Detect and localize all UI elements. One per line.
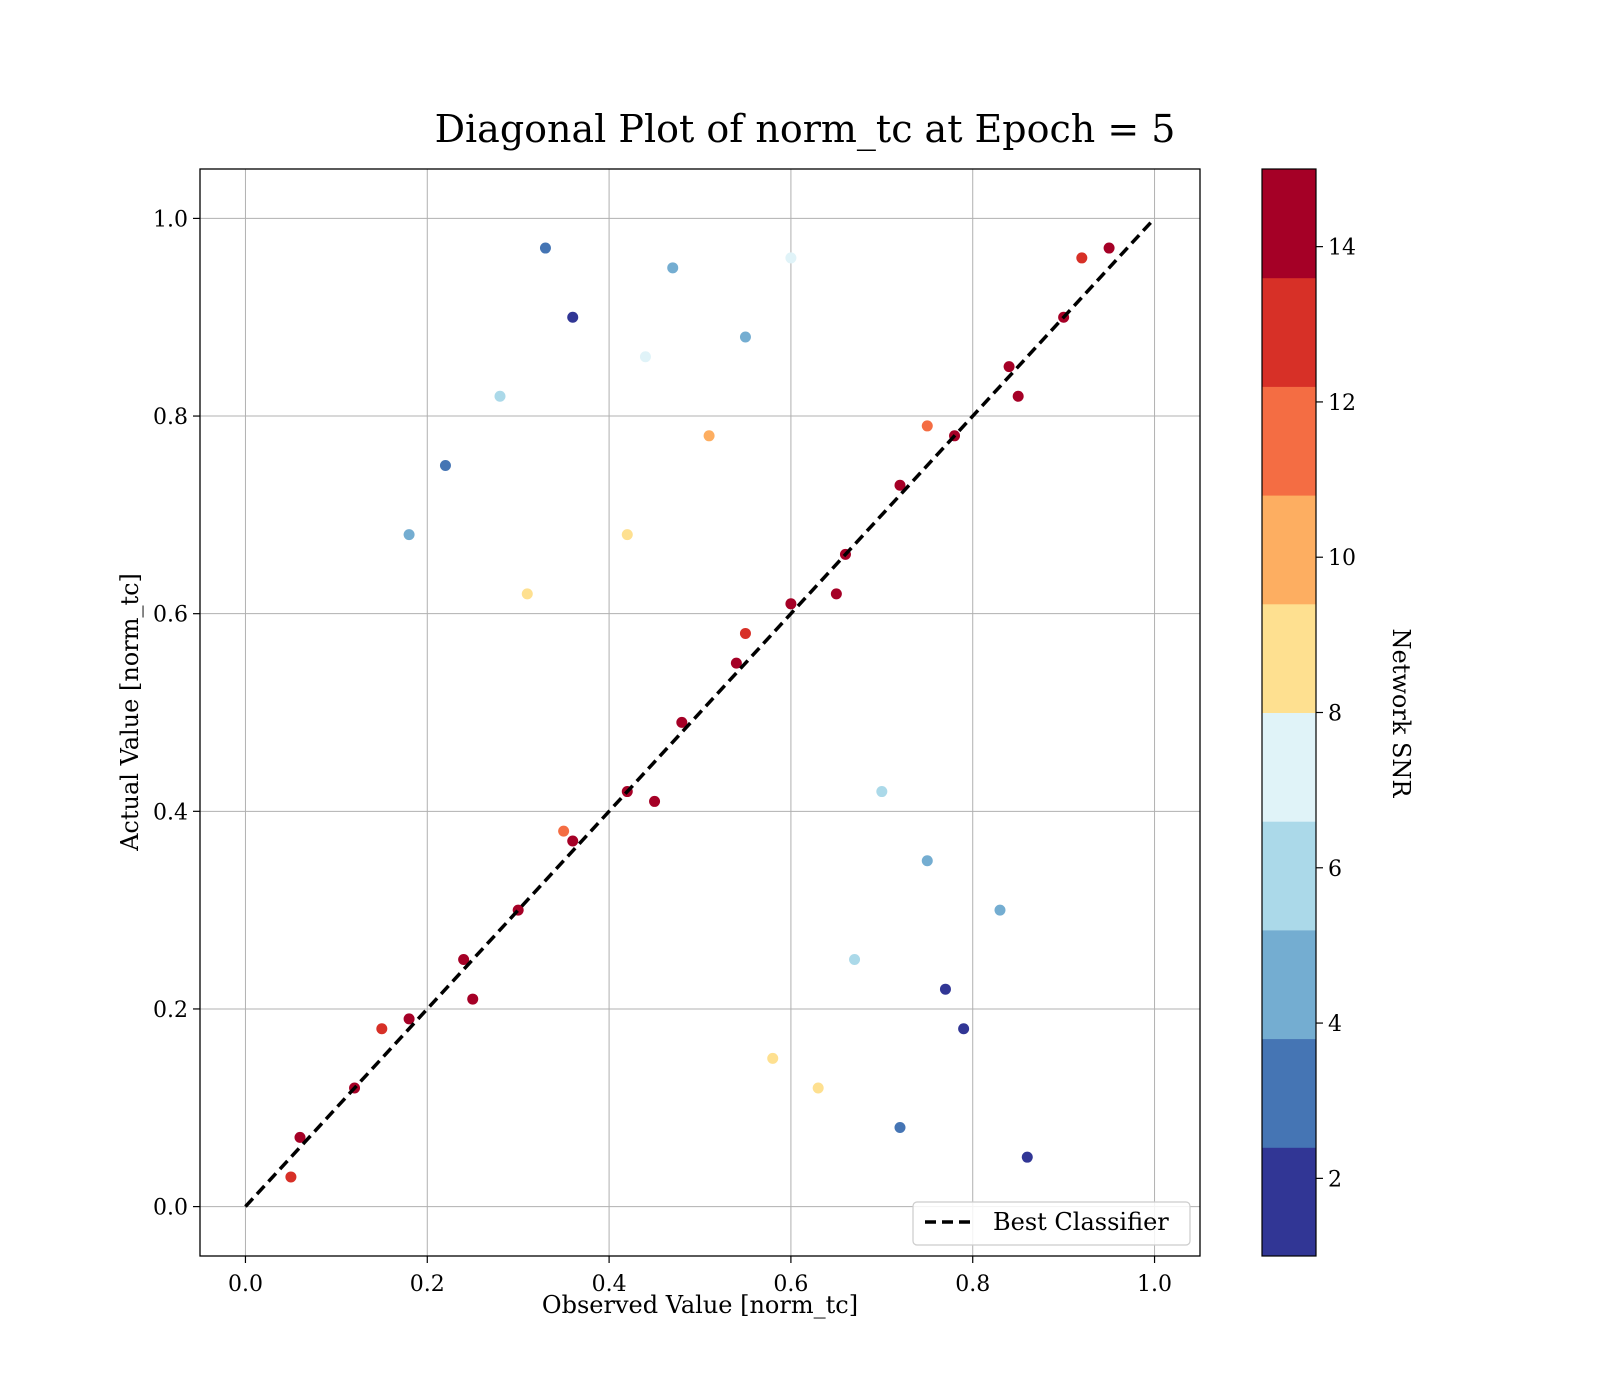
scatter-point xyxy=(676,716,688,728)
scatter-point xyxy=(558,825,570,837)
colorbar-segment xyxy=(1262,1038,1316,1148)
scatter-point xyxy=(1003,361,1015,373)
grid-lines xyxy=(200,169,1200,1256)
colorbar-tick-label: 10 xyxy=(1328,546,1356,571)
y-axis-label: Actual Value [norm_tc] xyxy=(116,573,144,852)
colorbar-segment xyxy=(1262,169,1316,279)
scatter-point xyxy=(785,252,797,264)
scatter-point xyxy=(1076,252,1088,264)
colorbar-tick-label: 8 xyxy=(1328,702,1342,727)
colorbar-segment xyxy=(1262,603,1316,713)
scatter-point xyxy=(667,262,679,274)
colorbar-segment xyxy=(1262,712,1316,822)
x-tick-label: 0.4 xyxy=(592,1272,627,1297)
scatter-point xyxy=(894,479,906,491)
colorbar-segment xyxy=(1262,495,1316,605)
colorbar-tick-label: 2 xyxy=(1328,1167,1342,1192)
x-tick-label: 0.8 xyxy=(955,1272,990,1297)
scatter-point xyxy=(1103,242,1115,254)
colorbar-segment xyxy=(1262,386,1316,496)
scatter-point xyxy=(494,390,506,402)
y-axis-ticks: 0.0 0.2 0.4 0.6 0.8 1.0 xyxy=(153,207,200,1221)
x-axis-label: Observed Value [norm_tc] xyxy=(542,1291,858,1319)
x-tick-label: 0.0 xyxy=(228,1272,263,1297)
scatter-point xyxy=(894,1122,906,1134)
scatter-point xyxy=(785,598,797,610)
colorbar-tick-label: 14 xyxy=(1328,236,1356,261)
y-tick-label: 0.2 xyxy=(153,998,188,1023)
y-tick-label: 1.0 xyxy=(153,207,188,232)
colorbar xyxy=(1261,168,1317,1257)
scatter-point xyxy=(467,993,479,1005)
legend-entry-best-classifier: Best Classifier xyxy=(993,1208,1169,1236)
scatter-point xyxy=(1021,1151,1033,1163)
y-tick-label: 0.0 xyxy=(153,1196,188,1221)
colorbar-label: Network SNR xyxy=(1387,629,1415,799)
scatter-point xyxy=(1012,390,1024,402)
scatter-point xyxy=(294,1131,306,1143)
scatter-point xyxy=(439,459,451,471)
best-classifier-line xyxy=(244,217,1156,1208)
scatter-point xyxy=(921,420,933,432)
scatter-point xyxy=(285,1171,297,1183)
scatter-point xyxy=(376,1023,388,1035)
scatter-point xyxy=(567,835,579,847)
scatter-point xyxy=(830,588,842,600)
scatter-point xyxy=(403,1013,415,1025)
colorbar-segment xyxy=(1262,277,1316,387)
scatter-point xyxy=(876,786,888,798)
colorbar-ticks: 2 4 6 8 10 12 14 xyxy=(1316,236,1356,1192)
x-tick-label: 0.2 xyxy=(410,1272,445,1297)
scatter-point xyxy=(739,331,751,343)
scatter-point xyxy=(458,954,470,966)
plot-area-frame xyxy=(199,168,1201,1257)
x-axis-ticks: 0.0 0.2 0.4 0.6 0.8 1.0 xyxy=(228,1256,1172,1297)
scatter-point xyxy=(939,983,951,995)
scatter-point xyxy=(403,529,415,541)
scatter-point xyxy=(812,1082,824,1094)
legend-box: Best Classifier xyxy=(912,1201,1191,1246)
y-tick-label: 0.8 xyxy=(153,405,188,430)
colorbar-segment xyxy=(1262,1147,1316,1257)
scatter-point xyxy=(703,430,715,442)
scatter-point xyxy=(767,1052,779,1064)
scatter-point xyxy=(521,588,533,600)
colorbar-tick-label: 4 xyxy=(1328,1012,1342,1037)
reference-line-group xyxy=(244,217,1156,1208)
y-tick-label: 0.4 xyxy=(153,800,188,825)
colorbar-segment xyxy=(1262,929,1316,1040)
x-tick-label: 1.0 xyxy=(1137,1272,1172,1297)
colorbar-tick-label: 12 xyxy=(1328,391,1356,416)
scatter-point xyxy=(994,904,1006,916)
scatter-point xyxy=(539,242,551,254)
scatter-point xyxy=(639,351,651,363)
colorbar-tick-label: 6 xyxy=(1328,857,1342,882)
chart-title: Diagonal Plot of norm_tc at Epoch = 5 xyxy=(435,107,1176,152)
scatter-point xyxy=(621,529,633,541)
legend-frame xyxy=(912,1201,1191,1246)
y-tick-label: 0.6 xyxy=(153,603,188,628)
scatter-point xyxy=(730,657,742,669)
x-tick-label: 0.6 xyxy=(773,1272,808,1297)
scatter-point xyxy=(921,855,933,867)
scatter-point xyxy=(849,954,861,966)
scatter-point xyxy=(739,627,751,639)
scatter-point xyxy=(958,1023,970,1035)
scatter-point xyxy=(567,311,579,323)
colorbar-segment xyxy=(1262,821,1316,931)
scatter-point xyxy=(649,795,661,807)
